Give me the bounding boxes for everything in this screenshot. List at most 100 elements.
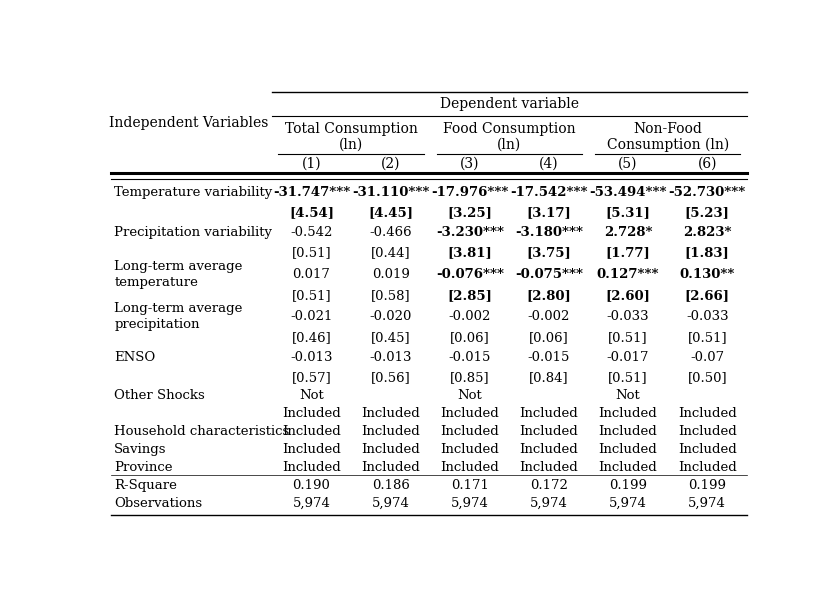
- Text: (4): (4): [538, 157, 558, 171]
- Text: 0.190: 0.190: [293, 479, 330, 492]
- Text: [2.80]: [2.80]: [526, 289, 571, 302]
- Text: Long-term average
temperature: Long-term average temperature: [115, 259, 242, 289]
- Text: [3.25]: [3.25]: [447, 206, 492, 220]
- Text: Included: Included: [677, 443, 736, 456]
- Text: [0.51]: [0.51]: [292, 289, 331, 302]
- Text: Included: Included: [282, 461, 340, 474]
- Text: -0.020: -0.020: [369, 310, 411, 323]
- Text: Included: Included: [677, 425, 736, 438]
- Text: -0.002: -0.002: [448, 310, 491, 323]
- Text: -0.033: -0.033: [686, 310, 727, 323]
- Text: [0.46]: [0.46]: [291, 331, 331, 345]
- Text: 0.171: 0.171: [451, 479, 488, 492]
- Text: Included: Included: [598, 443, 657, 456]
- Text: Included: Included: [282, 443, 340, 456]
- Text: [0.56]: [0.56]: [370, 371, 410, 384]
- Text: [2.85]: [2.85]: [447, 289, 492, 302]
- Text: Other Shocks: Other Shocks: [115, 389, 205, 402]
- Text: [0.84]: [0.84]: [528, 371, 568, 384]
- Text: Included: Included: [519, 443, 578, 456]
- Text: -0.466: -0.466: [369, 226, 411, 239]
- Text: Included: Included: [519, 461, 578, 474]
- Text: Included: Included: [598, 407, 657, 420]
- Text: 5,974: 5,974: [609, 497, 646, 510]
- Text: 0.019: 0.019: [371, 267, 409, 281]
- Text: 0.186: 0.186: [371, 479, 409, 492]
- Text: -0.013: -0.013: [369, 351, 411, 364]
- Text: 5,974: 5,974: [687, 497, 726, 510]
- Text: [5.23]: [5.23]: [684, 206, 729, 220]
- Text: [0.57]: [0.57]: [291, 371, 331, 384]
- Text: -52.730***: -52.730***: [668, 187, 745, 200]
- Text: -0.017: -0.017: [606, 351, 649, 364]
- Text: -3.230***: -3.230***: [436, 226, 503, 239]
- Text: -0.542: -0.542: [290, 226, 333, 239]
- Text: -0.076***: -0.076***: [436, 267, 503, 281]
- Text: Included: Included: [677, 407, 736, 420]
- Text: 0.199: 0.199: [687, 479, 726, 492]
- Text: 2.728*: 2.728*: [603, 226, 651, 239]
- Text: 2.823*: 2.823*: [682, 226, 731, 239]
- Text: [2.60]: [2.60]: [605, 289, 650, 302]
- Text: -0.002: -0.002: [528, 310, 569, 323]
- Text: 5,974: 5,974: [371, 497, 409, 510]
- Text: [1.77]: [1.77]: [605, 247, 650, 259]
- Text: Included: Included: [361, 407, 420, 420]
- Text: Observations: Observations: [115, 497, 202, 510]
- Text: Included: Included: [361, 461, 420, 474]
- Text: Not: Not: [298, 389, 324, 402]
- Text: [3.75]: [3.75]: [526, 247, 571, 259]
- Text: 5,974: 5,974: [451, 497, 488, 510]
- Text: [0.44]: [0.44]: [370, 247, 410, 259]
- Text: -0.07: -0.07: [690, 351, 723, 364]
- Text: 0.127***: 0.127***: [596, 267, 659, 281]
- Text: Included: Included: [440, 425, 498, 438]
- Text: 5,974: 5,974: [293, 497, 330, 510]
- Text: Dependent variable: Dependent variable: [440, 97, 579, 111]
- Text: Included: Included: [598, 461, 657, 474]
- Text: [0.51]: [0.51]: [608, 331, 647, 345]
- Text: -0.075***: -0.075***: [514, 267, 582, 281]
- Text: Precipitation variability: Precipitation variability: [115, 226, 272, 239]
- Text: [5.31]: [5.31]: [605, 206, 650, 220]
- Text: 0.017: 0.017: [293, 267, 330, 281]
- Text: (1): (1): [302, 157, 321, 171]
- Text: [4.45]: [4.45]: [368, 206, 413, 220]
- Text: [4.54]: [4.54]: [288, 206, 334, 220]
- Text: -0.015: -0.015: [448, 351, 491, 364]
- Text: Included: Included: [282, 425, 340, 438]
- Text: -3.180***: -3.180***: [514, 226, 582, 239]
- Text: [0.85]: [0.85]: [450, 371, 489, 384]
- Text: Included: Included: [598, 425, 657, 438]
- Text: [0.45]: [0.45]: [370, 331, 410, 345]
- Text: Included: Included: [282, 407, 340, 420]
- Text: [0.58]: [0.58]: [370, 289, 410, 302]
- Text: Long-term average
precipitation: Long-term average precipitation: [115, 302, 242, 331]
- Text: 0.199: 0.199: [609, 479, 646, 492]
- Text: ENSO: ENSO: [115, 351, 155, 364]
- Text: -0.021: -0.021: [290, 310, 333, 323]
- Text: -53.494***: -53.494***: [589, 187, 666, 200]
- Text: Included: Included: [440, 461, 498, 474]
- Text: Food Consumption
(ln): Food Consumption (ln): [442, 122, 575, 152]
- Text: -0.015: -0.015: [528, 351, 569, 364]
- Text: Total Consumption
(ln): Total Consumption (ln): [284, 122, 417, 152]
- Text: Savings: Savings: [115, 443, 166, 456]
- Text: -17.976***: -17.976***: [431, 187, 508, 200]
- Text: Included: Included: [361, 443, 420, 456]
- Text: -0.013: -0.013: [290, 351, 333, 364]
- Text: [1.83]: [1.83]: [684, 247, 729, 259]
- Text: [0.06]: [0.06]: [528, 331, 568, 345]
- Text: -0.033: -0.033: [606, 310, 649, 323]
- Text: Province: Province: [115, 461, 173, 474]
- Text: [0.50]: [0.50]: [686, 371, 726, 384]
- Text: Included: Included: [361, 425, 420, 438]
- Text: -31.110***: -31.110***: [352, 187, 429, 200]
- Text: (5): (5): [618, 157, 637, 171]
- Text: Household characteristics: Household characteristics: [115, 425, 289, 438]
- Text: (6): (6): [696, 157, 716, 171]
- Text: Included: Included: [440, 443, 498, 456]
- Text: -17.542***: -17.542***: [510, 187, 587, 200]
- Text: Not: Not: [615, 389, 640, 402]
- Text: R-Square: R-Square: [115, 479, 177, 492]
